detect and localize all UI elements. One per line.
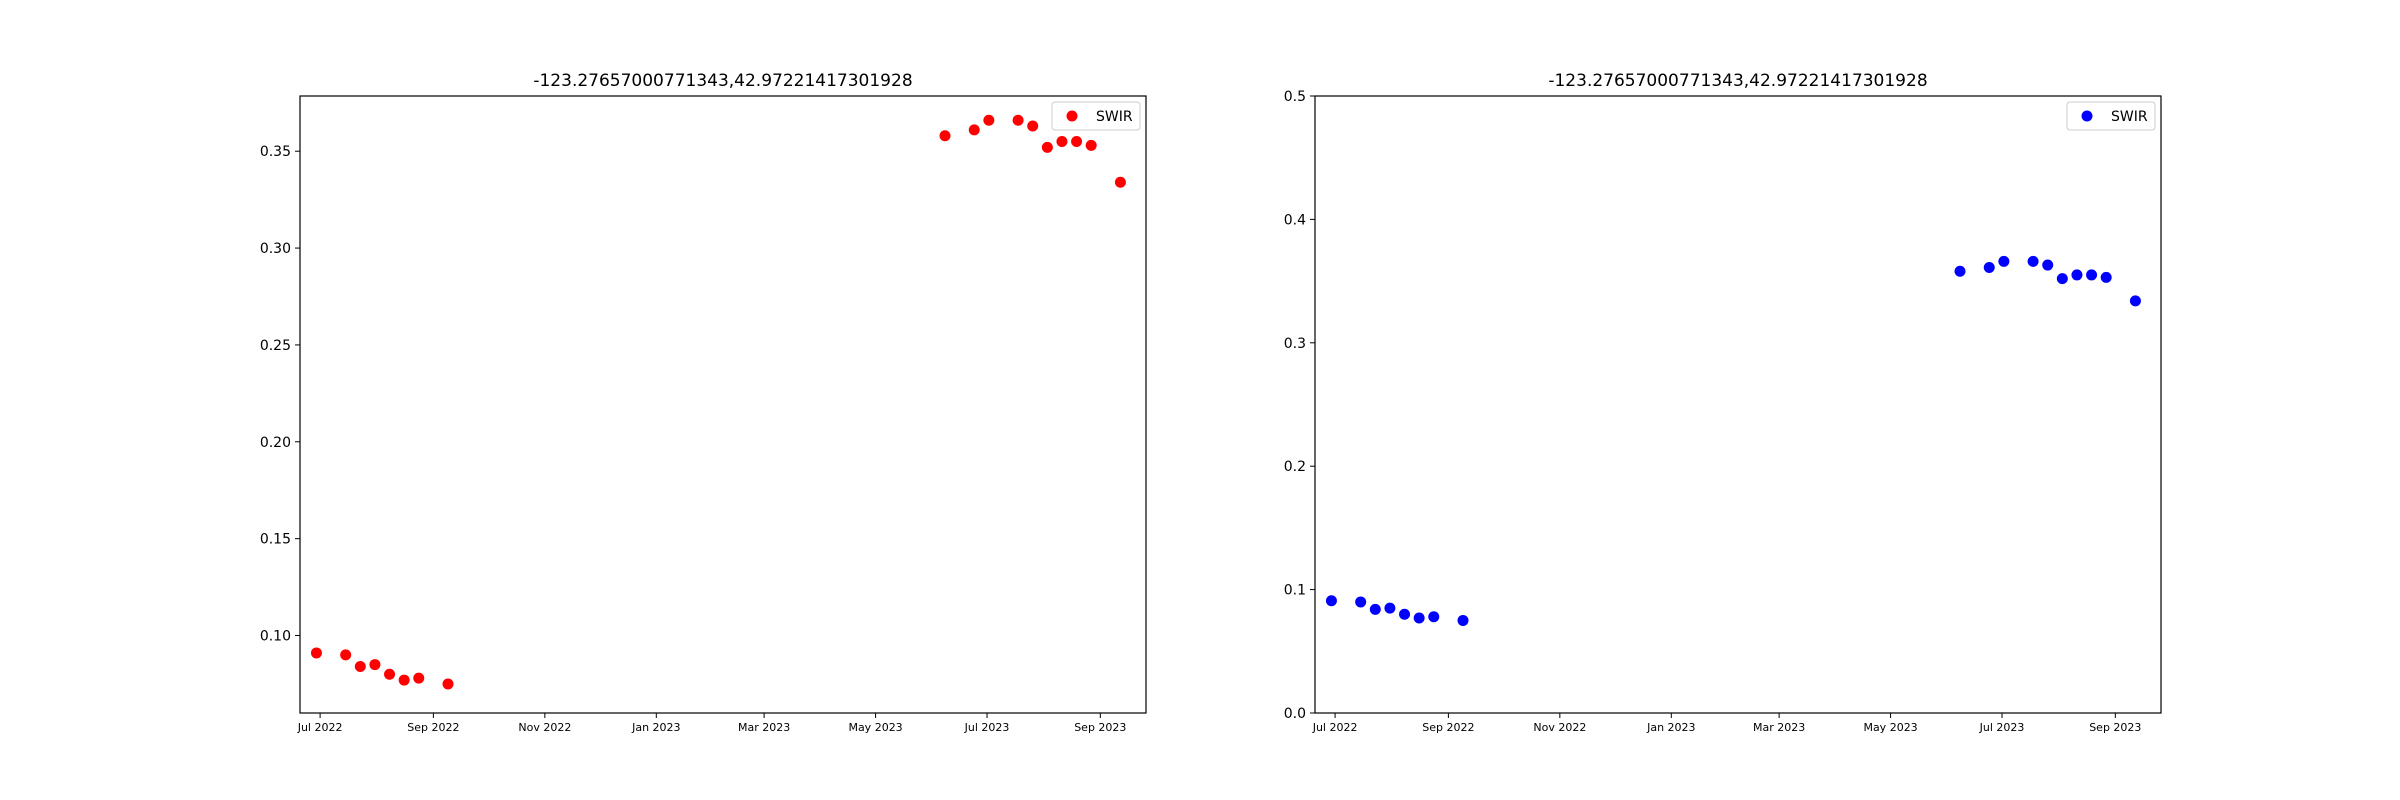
y-tick-label: 0.15 [260,532,291,548]
x-tick-label: Sep 2022 [407,721,459,734]
x-tick-label: Sep 2023 [1074,721,1126,734]
data-point [2042,259,2054,271]
x-tick-label: May 2023 [1863,721,1917,734]
y-tick-label: 0.20 [260,435,291,451]
data-point [340,649,352,661]
data-point [1085,139,1097,151]
data-point [1983,262,1995,274]
chart-panel-1: -123.27657000771343,42.97221417301928 Jul… [260,71,1147,734]
data-point [1369,603,1381,615]
x-tick-label: Nov 2022 [518,721,571,734]
x-tick-label: Jul 2023 [964,721,1010,734]
data-point [1384,602,1396,614]
legend: SWIR [1051,101,1141,131]
y-tick-label: 0.5 [1284,89,1306,105]
x-tick-label: Jan 2023 [1646,721,1695,734]
data-point [1998,255,2010,267]
data-point [1114,176,1126,188]
data-point [2129,295,2141,307]
data-point [1954,265,1966,277]
data-point [1027,120,1039,132]
data-point [2086,269,2098,281]
data-point [442,678,454,690]
data-point [1428,611,1440,623]
data-point [1041,141,1053,153]
data-point [384,668,396,680]
data-point [968,124,980,136]
y-tick-label: 0.2 [1284,459,1306,475]
x-tick-label: Mar 2023 [1753,721,1805,734]
data-point [2100,271,2112,283]
data-point [2056,273,2068,285]
legend-label: SWIR [1096,109,1133,125]
data-point [1355,596,1367,608]
data-point [1012,114,1024,126]
y-tick-label: 0.4 [1284,212,1306,228]
x-tick-label: Nov 2022 [1533,721,1586,734]
data-point [1325,595,1337,607]
x-tick-label: Jul 2022 [297,721,343,734]
chart-panel-2: -123.27657000771343,42.97221417301928 Jul… [1284,71,2162,734]
legend-marker [1066,110,1078,122]
data-point [398,674,410,686]
legend-marker [2081,110,2093,122]
x-tick-label: Jul 2022 [1312,721,1358,734]
data-point [1413,612,1425,624]
x-tick-label: May 2023 [848,721,902,734]
y-tick-label: 0.10 [260,629,291,645]
data-point [354,661,366,673]
y-tick-label: 0.30 [260,241,291,257]
x-tick-label: Mar 2023 [738,721,790,734]
data-point [2027,255,2039,267]
y-tick-label: 0.25 [260,338,291,354]
legend: SWIR [2066,101,2156,131]
y-tick-label: 0.0 [1284,706,1306,722]
data-point [939,130,951,142]
data-point [1056,136,1068,148]
x-tick-label: Sep 2022 [1422,721,1474,734]
y-tick-label: 0.35 [260,144,291,160]
x-tick-label: Jul 2023 [1979,721,2025,734]
y-tick-label: 0.3 [1284,336,1306,352]
data-point [1457,614,1469,626]
plot-frame [1314,95,2162,714]
x-tick-label: Jan 2023 [631,721,680,734]
data-point [1071,136,1083,148]
legend-box [2066,101,2156,131]
y-tick-label: 0.1 [1284,583,1306,599]
data-point [983,114,995,126]
x-tick-label: Sep 2023 [2089,721,2141,734]
data-point [413,672,425,684]
data-point [2071,269,2083,281]
data-point [1399,608,1411,620]
chart-title: -123.27657000771343,42.97221417301928 [533,71,912,91]
plot-frame [299,95,1147,714]
chart-title: -123.27657000771343,42.97221417301928 [1548,71,1927,91]
legend-label: SWIR [2111,109,2148,125]
data-point [310,647,322,659]
legend-box [1051,101,1141,131]
data-point [369,659,381,671]
